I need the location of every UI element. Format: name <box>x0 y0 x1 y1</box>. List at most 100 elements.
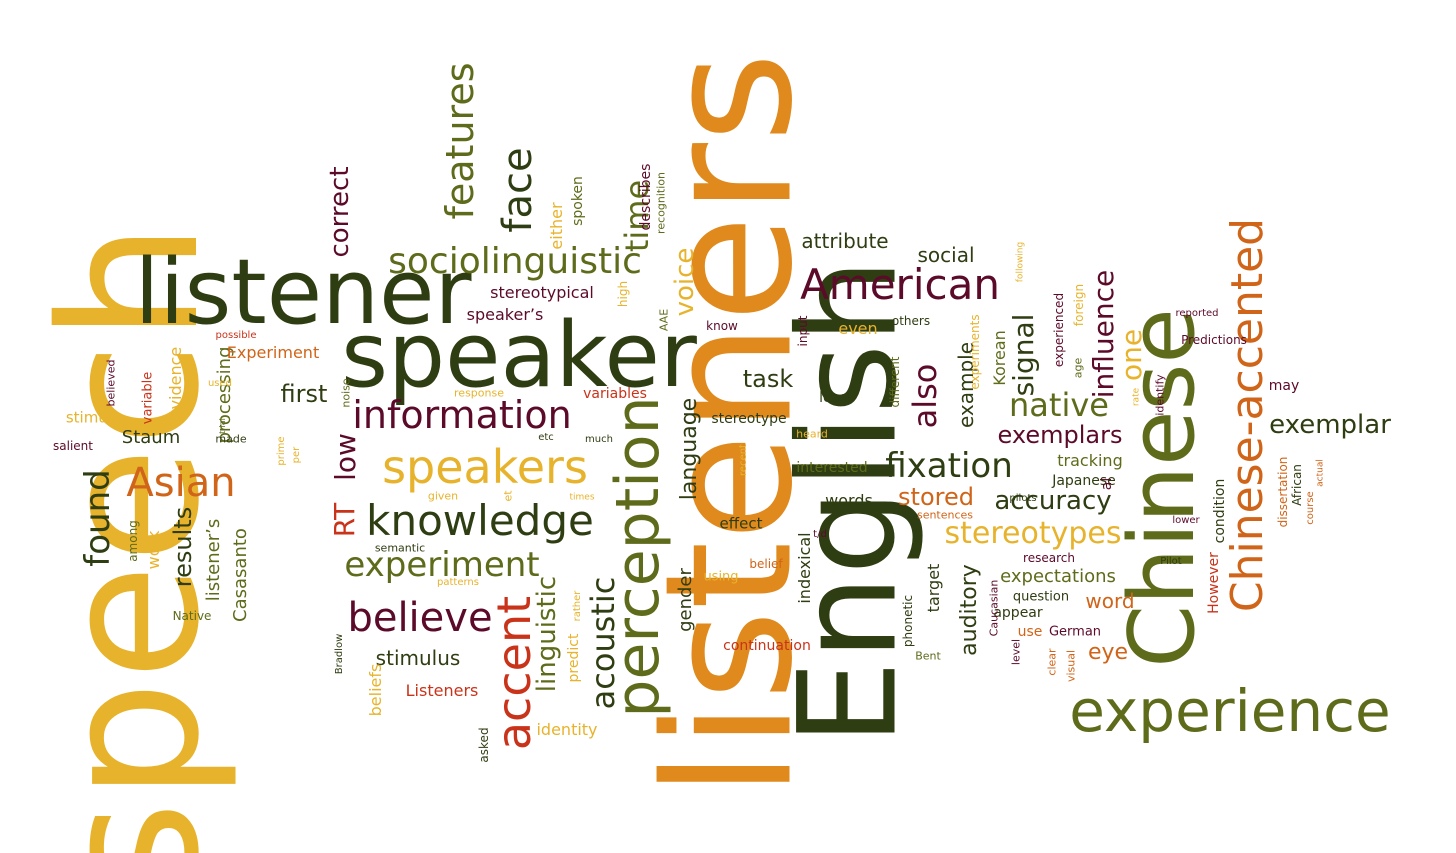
cloud-word: listener’s <box>203 518 224 602</box>
cloud-word: auditory <box>957 564 982 656</box>
cloud-word: Japanese <box>1052 473 1116 489</box>
cloud-word: first <box>280 380 328 408</box>
cloud-word: Korean <box>990 330 1009 386</box>
cloud-word: t/d <box>813 529 827 540</box>
cloud-word: speaker’s <box>466 305 544 324</box>
cloud-word: AAE <box>657 308 671 332</box>
cloud-word: speakers <box>382 440 588 494</box>
cloud-word: low <box>329 433 362 481</box>
cloud-word: believe <box>347 595 493 641</box>
cloud-word: rate <box>1131 387 1142 407</box>
cloud-word: evidence <box>166 346 185 420</box>
cloud-word: stereotypes <box>944 516 1122 551</box>
cloud-word: either <box>547 202 566 250</box>
cloud-word: continuation <box>723 638 811 654</box>
cloud-word: influence <box>1087 269 1120 399</box>
cloud-word: attribute <box>801 229 889 253</box>
cloud-word: patterns <box>437 577 479 588</box>
cloud-word: question <box>1012 589 1070 605</box>
cloud-word: exemplar <box>1269 410 1391 440</box>
cloud-word: Listeners <box>405 681 479 700</box>
cloud-word: even <box>838 319 878 338</box>
cloud-word: stereotypical <box>490 283 594 302</box>
cloud-word: RT <box>328 502 361 538</box>
cloud-word: Native <box>172 609 212 623</box>
cloud-word: results <box>169 506 197 588</box>
cloud-word: salient <box>53 439 93 453</box>
cloud-word: spoken <box>570 176 586 226</box>
cloud-word: sociolinguistic <box>388 241 642 282</box>
cloud-word: belief <box>749 557 783 571</box>
cloud-word: also <box>906 363 944 429</box>
cloud-word: information <box>352 393 572 437</box>
cloud-word: much <box>585 434 613 445</box>
cloud-word: Experiment <box>226 343 320 362</box>
cloud-word: target <box>924 563 943 613</box>
cloud-word: among <box>126 520 140 562</box>
cloud-word: Pilot <box>1160 556 1182 567</box>
cloud-word: Asian <box>126 460 236 506</box>
cloud-word: input <box>796 315 810 347</box>
cloud-word: using <box>703 569 739 585</box>
cloud-word: course <box>1305 491 1316 525</box>
cloud-word: appear <box>993 605 1043 621</box>
cloud-word: linguistic <box>532 575 562 693</box>
cloud-word: language <box>677 397 702 501</box>
cloud-word: noise <box>339 378 353 408</box>
cloud-word: experience <box>1069 677 1391 745</box>
cloud-word: Bent <box>915 649 941 663</box>
cloud-word: phonetic <box>901 594 915 648</box>
cloud-word: believed <box>104 359 118 407</box>
cloud-word: pilots <box>1009 493 1037 504</box>
cloud-word: Casasanto <box>230 528 251 622</box>
cloud-word: times <box>569 492 595 503</box>
cloud-word: others <box>891 314 931 328</box>
cloud-word: fixation <box>885 446 1013 486</box>
cloud-word: possible <box>215 330 257 341</box>
cloud-word: identify <box>1153 374 1167 416</box>
cloud-word: level <box>1009 638 1023 666</box>
cloud-word: acoustic <box>584 576 622 710</box>
cloud-word: describes <box>638 163 654 231</box>
cloud-word: trial <box>218 418 227 434</box>
cloud-word: experienced <box>1052 292 1066 368</box>
cloud-word: one <box>1115 328 1148 382</box>
cloud-word: following <box>1015 241 1026 283</box>
cloud-word: accuracy <box>994 486 1112 516</box>
cloud-word: different <box>888 356 902 408</box>
cloud-word: words <box>825 491 873 510</box>
cloud-word: expectations <box>1000 566 1116 587</box>
cloud-word: given <box>427 489 459 503</box>
cloud-word: made <box>215 432 247 446</box>
cloud-word: word <box>1085 589 1135 613</box>
cloud-word: beliefs <box>366 663 385 717</box>
cloud-word: recognition <box>654 172 668 234</box>
cloud-word: variables <box>583 386 647 402</box>
cloud-word: stimuli <box>65 408 117 427</box>
cloud-word: voice <box>670 247 700 317</box>
cloud-word: accent <box>487 595 541 751</box>
cloud-word: heard <box>796 427 828 441</box>
cloud-word: listener <box>134 240 472 345</box>
cloud-word: stored <box>898 483 974 511</box>
cloud-word: visual <box>1064 649 1078 683</box>
cloud-word: semantic <box>374 541 426 555</box>
cloud-word: stimulus <box>375 646 461 670</box>
cloud-word: dissertation <box>1276 456 1290 528</box>
cloud-word: may <box>1268 378 1300 394</box>
cloud-word: task <box>742 365 794 393</box>
cloud-word: stereotype <box>711 411 787 427</box>
cloud-word: indexical <box>795 532 814 604</box>
cloud-word: Bradlow <box>334 633 345 675</box>
cloud-word: speaker <box>341 303 697 408</box>
cloud-word: experiments <box>968 314 982 390</box>
cloud-word: etc <box>538 432 554 443</box>
cloud-word: lower <box>1172 515 1200 526</box>
cloud-word: social <box>917 243 975 267</box>
cloud-word: interested <box>796 460 868 476</box>
cloud-word: Predictions <box>1181 333 1247 347</box>
cloud-word: predict <box>566 633 582 683</box>
cloud-word: experiment <box>344 545 540 585</box>
cloud-word: research <box>1023 551 1075 565</box>
cloud-word: clear <box>1045 648 1059 676</box>
